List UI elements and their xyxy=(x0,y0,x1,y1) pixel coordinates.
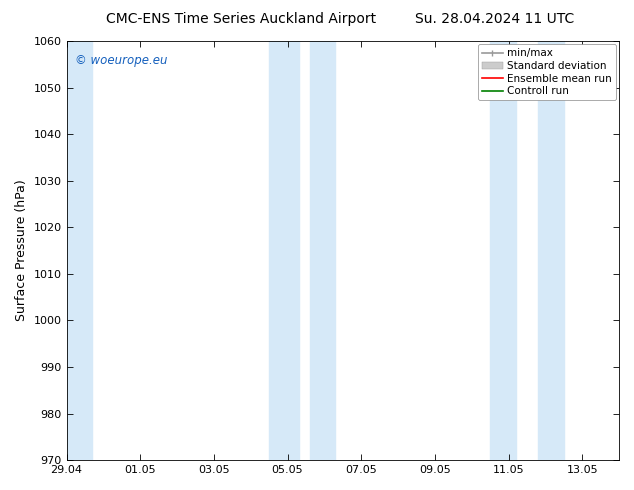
Text: Su. 28.04.2024 11 UTC: Su. 28.04.2024 11 UTC xyxy=(415,12,574,26)
Bar xyxy=(538,41,564,460)
Bar xyxy=(490,41,516,460)
Bar xyxy=(309,41,335,460)
Text: CMC-ENS Time Series Auckland Airport: CMC-ENS Time Series Auckland Airport xyxy=(106,12,376,26)
Bar xyxy=(269,41,299,460)
Y-axis label: Surface Pressure (hPa): Surface Pressure (hPa) xyxy=(15,180,28,321)
Bar xyxy=(67,41,93,460)
Text: © woeurope.eu: © woeurope.eu xyxy=(75,53,167,67)
Legend: min/max, Standard deviation, Ensemble mean run, Controll run: min/max, Standard deviation, Ensemble me… xyxy=(478,44,616,100)
